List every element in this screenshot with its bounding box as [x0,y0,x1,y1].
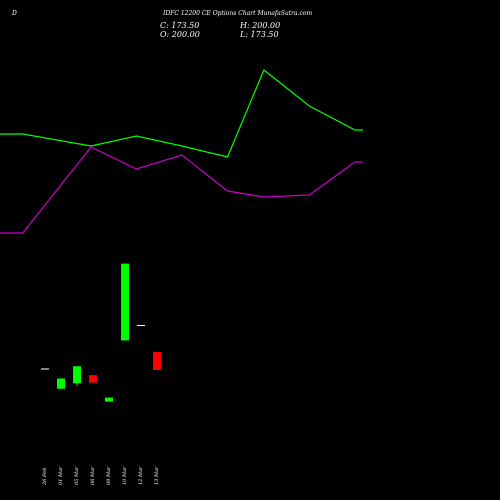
x-tick-label: 01 Mar [58,466,64,485]
x-tick-label: 26 Feb [42,468,48,486]
magenta-trend-line [0,146,363,234]
close-value: C: 173.50 [160,21,200,30]
open-value: O: 200.00 [160,30,200,39]
x-tick-label: 12 Mar [138,466,144,485]
x-tick-label: 05 Mar [74,466,80,485]
candle-body [73,366,81,384]
candles-group [41,263,161,402]
candle-body [89,375,97,383]
low-value: L: 173.50 [240,30,279,39]
high-value: H: 200.00 [240,21,281,30]
candle-body [153,352,161,371]
x-tick-label: 13 Mar [154,466,160,485]
chart-title: IDFC 12200 CE Options Chart MunafaSutra.… [163,10,313,17]
header-left-label: D [12,10,17,17]
green-trend-line [0,69,363,158]
candle-body [105,397,113,402]
candle-body [57,378,65,389]
x-axis-labels: 26 Feb 01 Mar 05 Mar 06 Mar 09 Mar 10 Mar 12 M… [42,466,160,486]
candle-body [121,263,129,341]
x-tick-label: 09 Mar [106,466,112,485]
x-tick-label: 06 Mar [90,466,96,485]
x-tick-label: 10 Mar [122,466,128,485]
